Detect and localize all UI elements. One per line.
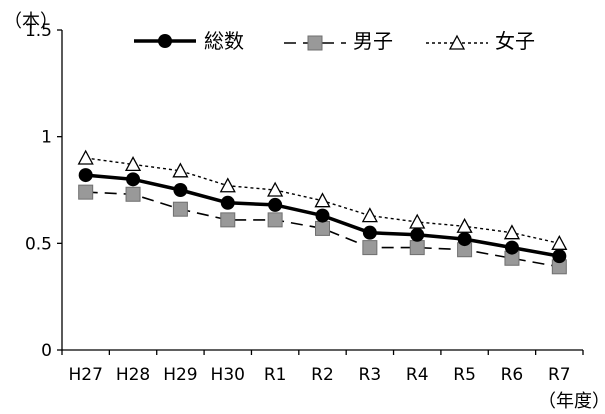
point-total: [457, 232, 472, 247]
x-tick-label: R3: [359, 365, 382, 385]
y-tick-label: 0: [41, 341, 52, 361]
series-line-boys: [85, 191, 560, 268]
legend-boys-marker: [307, 35, 323, 51]
point-girls: [267, 181, 284, 197]
point-total: [410, 227, 425, 242]
point-girls: [77, 149, 94, 165]
point-girls: [219, 177, 236, 193]
legend-total-marker: [158, 34, 172, 48]
x-unit-label: （年度）: [538, 391, 605, 412]
point-boys: [267, 212, 283, 228]
legend: 総数 男子 女子: [134, 29, 535, 53]
point-boys: [315, 220, 330, 236]
point-boys: [125, 186, 141, 202]
legend-girls-label: 女子: [495, 29, 535, 53]
point-total: [268, 197, 283, 212]
point-boys: [78, 184, 94, 200]
point-girls: [124, 156, 142, 172]
point-boys: [409, 240, 425, 256]
y-unit-label: （本）: [4, 11, 58, 32]
point-boys: [362, 240, 378, 256]
point-girls: [456, 217, 473, 233]
y-tick-label: 1: [41, 128, 52, 148]
x-tick-label: H28: [116, 365, 150, 385]
point-total: [126, 172, 141, 187]
point-total: [552, 249, 567, 264]
legend-boys-label: 男子: [353, 29, 393, 53]
point-boys: [172, 201, 188, 217]
axes: 0 0.5 1 1.5 H27 H28 H29 H30 R1 R2 R3 R4 R5 R6 R7: [25, 21, 584, 385]
point-girls: [172, 162, 189, 178]
x-tick-label: H30: [211, 365, 245, 385]
point-total: [78, 168, 93, 183]
point-boys: [220, 212, 236, 228]
legend-total-label: 総数: [204, 29, 244, 53]
point-girls: [314, 192, 331, 208]
point-girls: [503, 224, 521, 240]
legend-girls-marker: [448, 34, 466, 50]
plot-area: [77, 149, 568, 275]
y-tick-label: 0.5: [25, 234, 52, 254]
point-total: [504, 240, 519, 255]
x-tick-label: H29: [163, 365, 197, 385]
x-tick-label: R2: [311, 365, 334, 385]
point-girls: [551, 234, 568, 250]
x-tick-label: R6: [501, 365, 524, 385]
point-girls: [361, 207, 378, 223]
x-tick-label: H27: [68, 365, 102, 385]
point-girls: [409, 213, 426, 229]
x-tick-label: R5: [453, 365, 476, 385]
point-total: [173, 183, 188, 197]
point-total: [362, 225, 377, 240]
x-tick-label: R1: [264, 365, 287, 385]
y-tick-label: 1.5: [25, 21, 52, 41]
point-total: [315, 208, 330, 223]
point-total: [220, 195, 235, 210]
x-tick-label: R4: [406, 365, 429, 385]
x-tick-label: R7: [548, 365, 571, 385]
